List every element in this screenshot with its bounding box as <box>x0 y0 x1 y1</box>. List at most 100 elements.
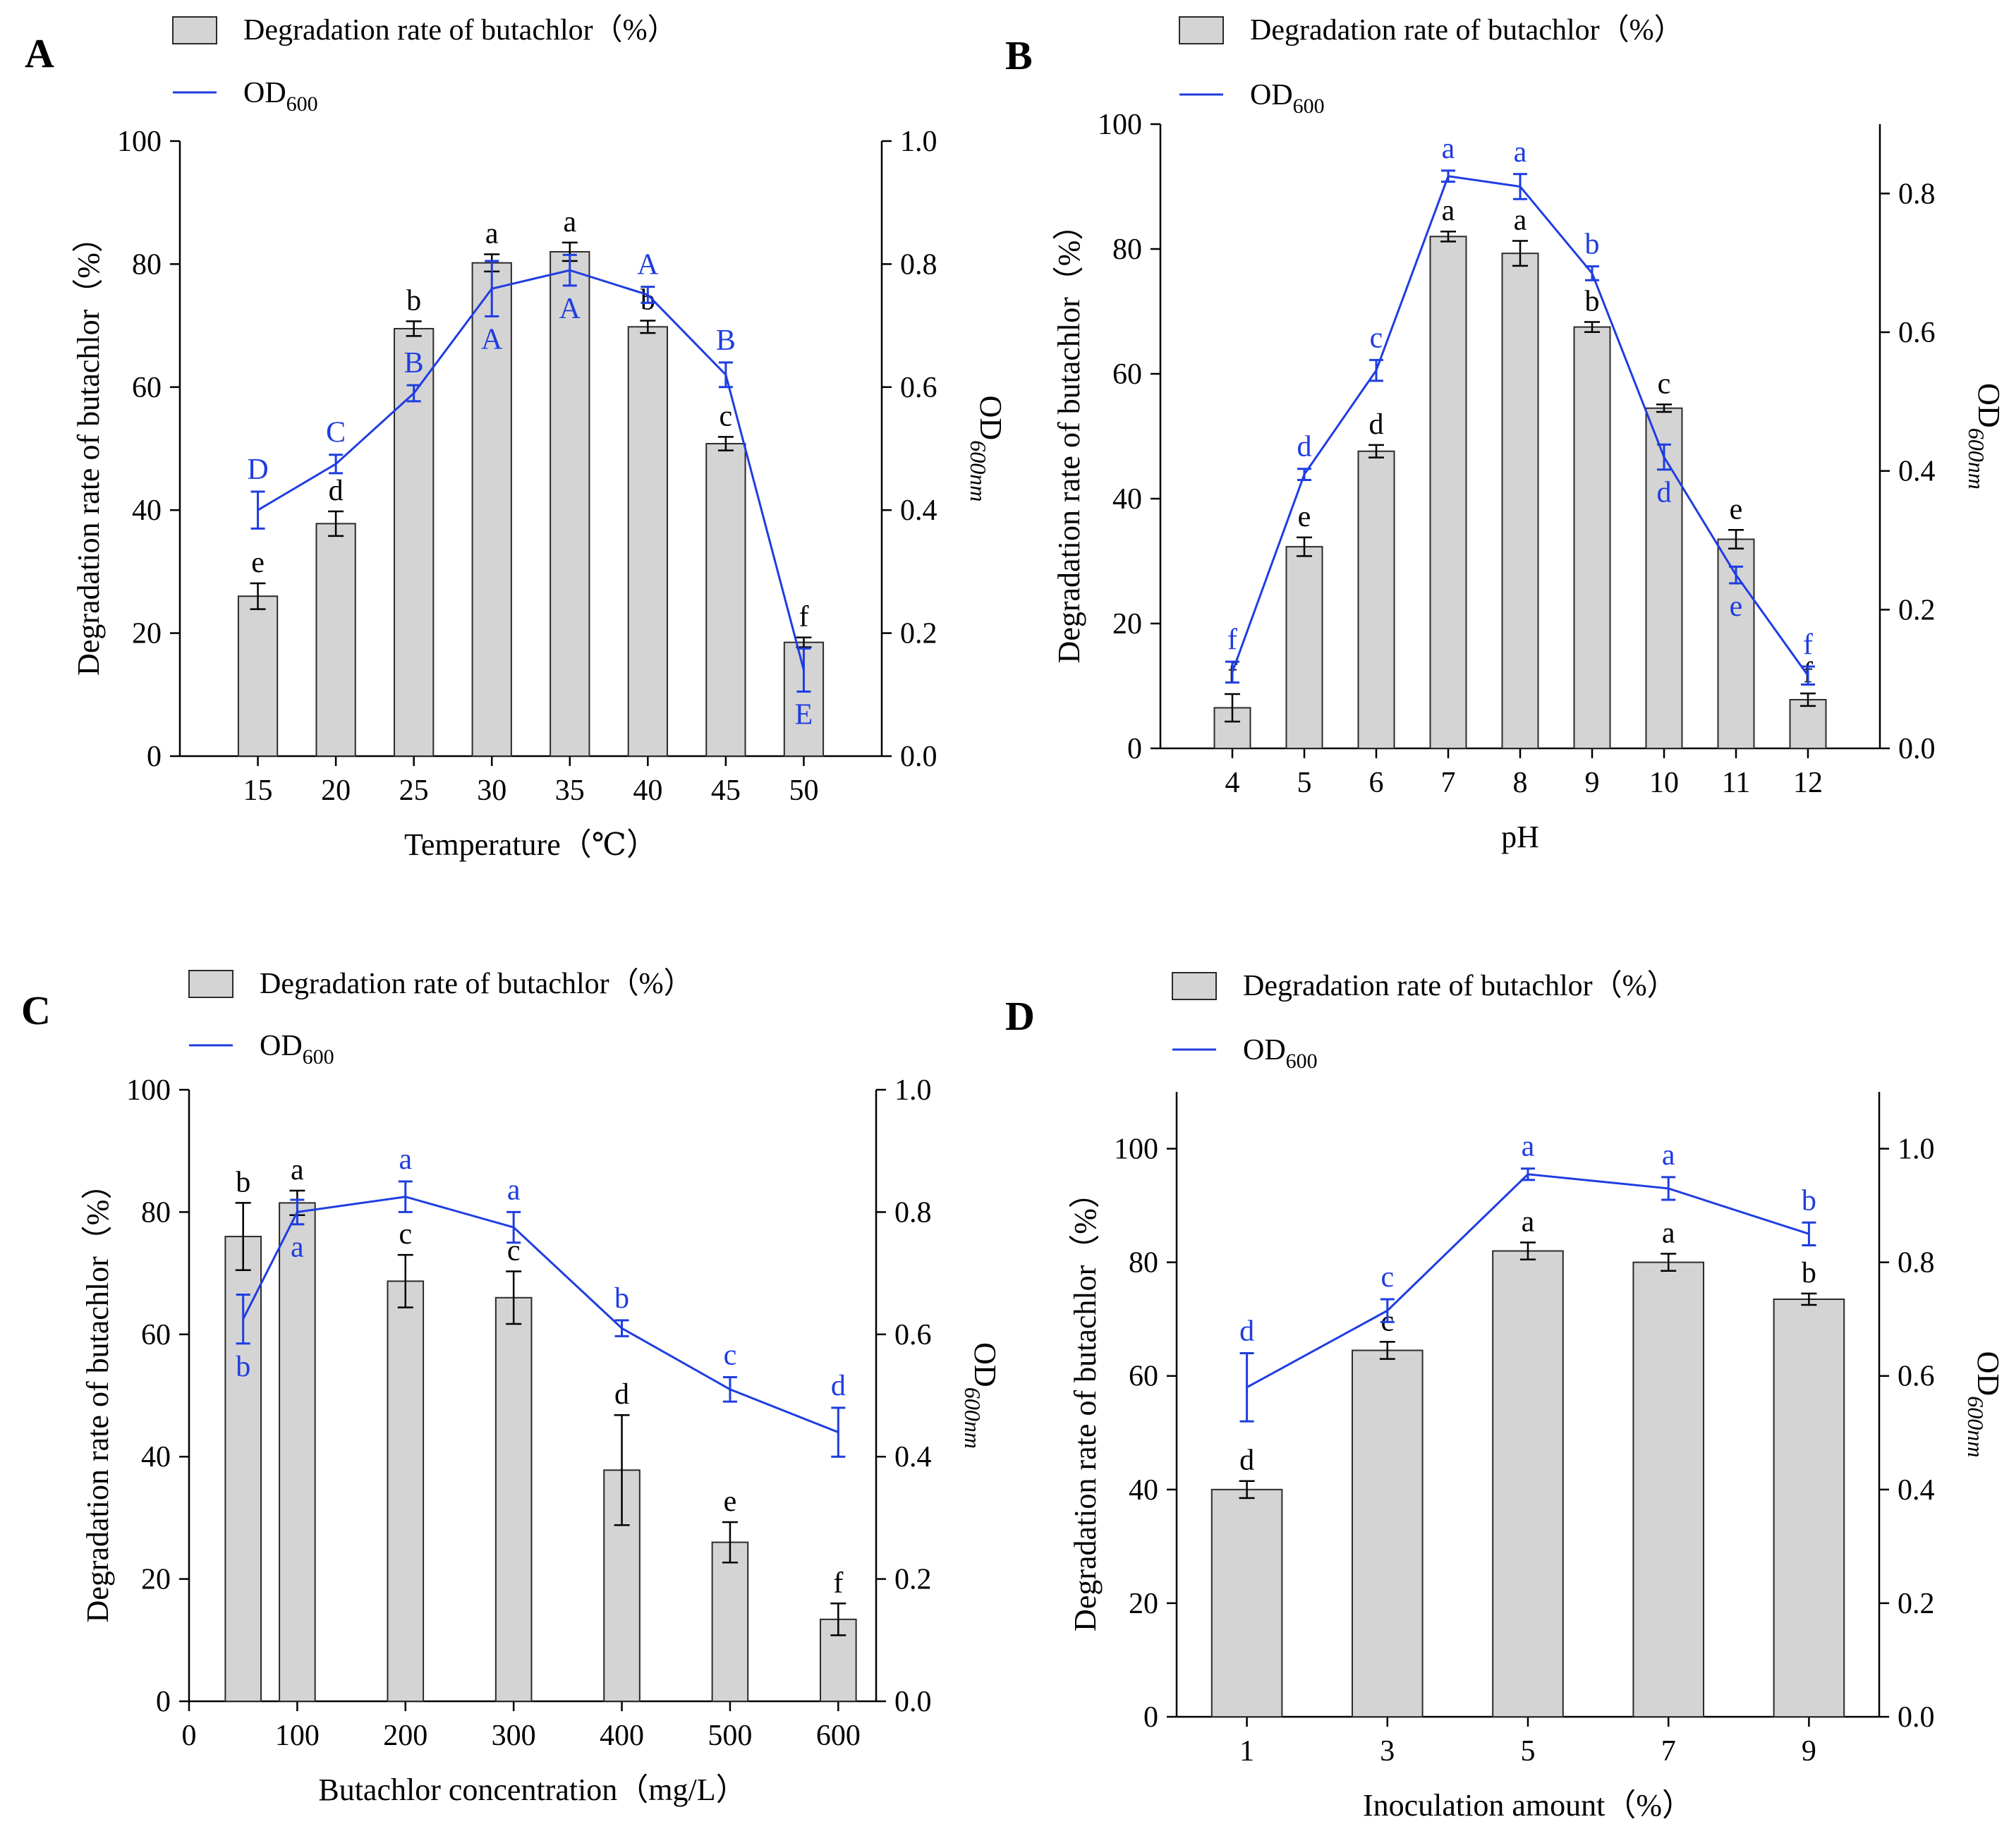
od-letter: a <box>399 1143 412 1176</box>
panel-letter: B <box>1005 32 1033 78</box>
od-letter: c <box>1380 1261 1394 1294</box>
od-letter: B <box>716 324 736 357</box>
bar-letter: b <box>1802 1257 1816 1289</box>
y2-tick-label: 1.0 <box>894 1074 932 1107</box>
y2-axis-label: OD600nm <box>1964 383 2006 490</box>
y2-tick-label: 0.8 <box>894 1196 932 1229</box>
od-letter: c <box>1370 322 1383 354</box>
x-tick-label: 7 <box>1661 1735 1676 1768</box>
bar <box>1285 546 1323 750</box>
bar-letter: d <box>1239 1445 1254 1477</box>
x-tick-label: 500 <box>708 1720 752 1752</box>
panel-letter: C <box>21 987 51 1033</box>
y2-axis-label-subscript: 600nm <box>1963 1396 1989 1457</box>
y-axis-label: Degradation rate of butachlor（%） <box>80 1169 115 1623</box>
legend-line-text: OD <box>260 1030 303 1062</box>
x-axis-label: Butachlor concentration（mg/L） <box>318 1773 746 1807</box>
y2-tick-label: 0.2 <box>900 618 937 650</box>
bar <box>1352 1349 1424 1718</box>
legend-line-subscript: 600 <box>303 1045 334 1069</box>
od-letter: a <box>1522 1131 1535 1163</box>
legend: Degradation rate of butachlor（%） OD600 <box>188 968 693 1069</box>
y2-tick-label: 0.8 <box>900 248 937 281</box>
od-letter: f <box>1803 628 1813 661</box>
od-letter: C <box>326 417 346 449</box>
bar-letter: a <box>485 217 499 250</box>
bar-letter: e <box>1298 501 1311 533</box>
y2-axis-label: OD600nm <box>960 1342 1002 1449</box>
bar-letter: f <box>833 1567 843 1599</box>
y2-axis-label-text: OD <box>1971 1351 2005 1397</box>
x-tick-label: 3 <box>1380 1735 1395 1768</box>
x-tick-label: 400 <box>600 1720 644 1752</box>
bar <box>387 1280 425 1702</box>
legend-bar-swatch <box>1179 16 1224 44</box>
y-tick-label: 0 <box>1127 733 1142 765</box>
bar-letter: c <box>720 400 733 432</box>
y-tick-label: 20 <box>141 1564 171 1596</box>
od-letter: b <box>1802 1184 1816 1217</box>
od-letter: d <box>1657 477 1672 509</box>
od-letter: A <box>637 249 659 281</box>
legend-line-text: OD <box>1250 79 1293 111</box>
legend-bar-label: Degradation rate of butachlor（%） <box>243 14 677 47</box>
od-letter: a <box>507 1174 521 1206</box>
y-tick-label: 20 <box>1129 1588 1158 1620</box>
bar <box>1357 450 1395 749</box>
x-tick-label: 9 <box>1585 767 1600 799</box>
y2-tick-label: 0.0 <box>900 741 937 773</box>
x-tick-label: 100 <box>275 1720 320 1752</box>
panel-letter: A <box>25 30 54 76</box>
y-tick-label: 40 <box>1129 1474 1158 1507</box>
y-tick-label: 40 <box>1112 483 1142 516</box>
legend-line-subscript: 600 <box>286 92 318 116</box>
bar <box>1429 236 1467 749</box>
y-tick-label: 80 <box>1129 1247 1158 1279</box>
bar <box>1210 1488 1283 1718</box>
od-letter: a <box>1514 136 1527 169</box>
x-tick-label: 10 <box>1649 767 1679 799</box>
x-tick-label: 7 <box>1441 767 1456 799</box>
bar <box>627 326 668 757</box>
y2-axis-label-subscript: 600nm <box>1964 428 1989 490</box>
y-tick-label: 100 <box>117 126 162 158</box>
legend-line-subscript: 600 <box>1286 1050 1318 1073</box>
bar-letter: d <box>614 1378 629 1411</box>
legend-line-label: OD600 <box>1250 79 1325 118</box>
y-tick-label: 40 <box>141 1441 171 1473</box>
legend: Degradation rate of butachlor（%） OD600 <box>172 14 677 116</box>
y2-tick-label: 0.2 <box>894 1564 932 1596</box>
y-tick-label: 100 <box>1098 109 1142 141</box>
od-letter: a <box>291 1232 304 1264</box>
od-letter: a <box>1442 133 1455 165</box>
x-tick-label: 0 <box>182 1720 197 1752</box>
y2-tick-label: 0.6 <box>894 1319 932 1351</box>
bar-letter: f <box>799 601 808 633</box>
y-tick-label: 80 <box>1112 233 1142 266</box>
x-tick-label: 11 <box>1722 767 1750 799</box>
od-letter: E <box>795 698 813 731</box>
bar-letter: b <box>406 284 421 317</box>
y2-tick-label: 0.8 <box>1898 1247 1935 1279</box>
od-letter: B <box>404 347 424 379</box>
x-tick-label: 20 <box>321 774 351 807</box>
od-letter: f <box>1227 624 1237 656</box>
y-tick-label: 60 <box>132 372 162 404</box>
x-axis-label: Temperature（℃） <box>404 827 657 862</box>
y-tick-label: 100 <box>126 1074 171 1107</box>
panel-a: A Degradation rate of butachlor（%）OD60002… <box>25 14 1008 862</box>
legend-line-label: OD600 <box>260 1030 334 1069</box>
x-tick-label: 30 <box>477 774 506 807</box>
x-tick-label: 1 <box>1239 1735 1254 1768</box>
x-tick-label: 50 <box>789 774 818 807</box>
bar-letter: a <box>1522 1205 1535 1238</box>
bar-letter: e <box>1730 493 1743 525</box>
x-tick-label: 40 <box>633 774 662 807</box>
y-axis-label: Degradation rate of butachlor（%） <box>71 221 106 676</box>
bar <box>603 1469 641 1702</box>
od-letter: b <box>614 1282 629 1315</box>
x-tick-label: 9 <box>1802 1735 1816 1768</box>
